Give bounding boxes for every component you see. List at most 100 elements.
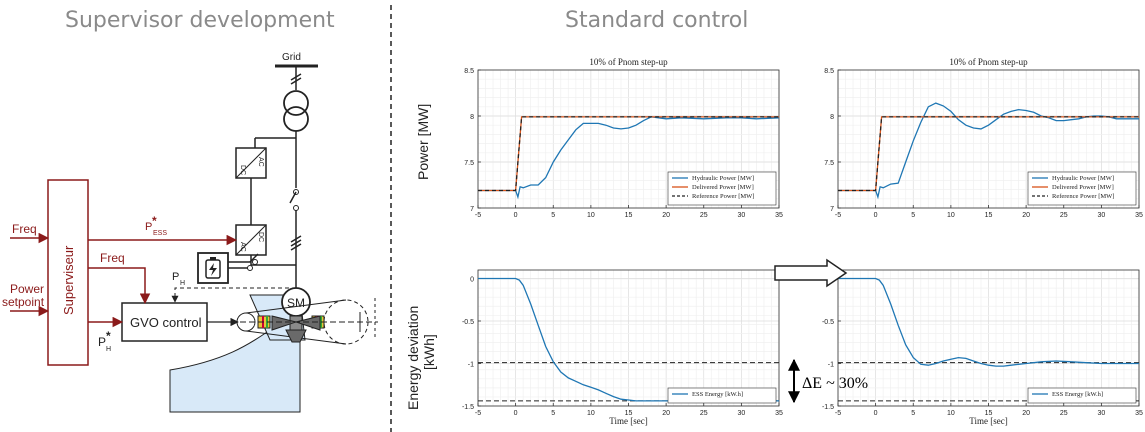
power-setpoint-label-2: setpoint (2, 295, 45, 309)
heading-supervisor-development: Supervisor development (65, 8, 335, 33)
chart-title: 10% of Pnom step-up (949, 57, 1028, 67)
delta-e-annotation: ΔE ~ 30% (788, 358, 868, 404)
ac-dc-converter-1: AC DC (235, 147, 267, 179)
y-tick-label: 7.5 (824, 160, 834, 167)
x-tick-label: 0 (874, 410, 878, 417)
x-tick-label: 0 (874, 212, 878, 219)
x-tick-label: 35 (1135, 410, 1143, 417)
y-tick-label: 7.5 (464, 160, 474, 167)
penstock (169, 329, 301, 413)
y-tick-label: -1 (468, 362, 474, 369)
y-tick-label: -1 (828, 362, 834, 369)
x-tick-label: 15 (625, 410, 633, 417)
legend-label: Delivered Power [MW] (1052, 184, 1114, 191)
ac-dc-converter-2: DC AC (235, 224, 267, 256)
y-label-energy-1: Energy deviation (405, 306, 421, 410)
x-tick-label: 10 (947, 410, 955, 417)
y-tick-label: -1.5 (822, 404, 834, 411)
x-tick-label: -5 (835, 212, 841, 219)
breaker-switch-battery (249, 253, 259, 265)
x-tick-label: 10 (947, 212, 955, 219)
converter-2-dc-label: DC (257, 232, 264, 242)
breaker-switch-main (289, 189, 299, 211)
ph-measurement-line (171, 287, 296, 303)
ph-star-label: P (98, 335, 106, 349)
series-line (838, 116, 1139, 192)
x-tick-label: 5 (551, 410, 555, 417)
x-tick-label: 5 (911, 212, 915, 219)
p-ess-label-star: * (152, 214, 157, 228)
sm-label: SM (287, 296, 305, 310)
energy-chart-supervisor: -5 0 5 10 15 20 25 30 35 -1.5 -1 -0.5 0 Time [sec] ESS… (462, 269, 783, 426)
series-line (838, 102, 1139, 200)
y-tick-label: 8.5 (464, 68, 474, 75)
grid-label: Grid (282, 52, 301, 63)
x-tick-label: 30 (737, 410, 745, 417)
main-line-ticks (290, 235, 302, 251)
y-tick-label: 8 (470, 114, 474, 121)
converter-2-ac-label: AC (239, 242, 246, 252)
p-ess-label: P (145, 221, 152, 233)
battery-icon (197, 252, 229, 284)
y-tick-label: 0 (470, 277, 474, 284)
grid-line (290, 66, 302, 90)
section-divider (390, 5, 392, 432)
gvo-control-label: GVO control (130, 315, 202, 330)
x-tick-label: 30 (1097, 410, 1105, 417)
y-tick-label: 7 (830, 206, 834, 213)
legend-label: Delivered Power [MW] (692, 184, 754, 191)
legend-label: ESS Energy [kW.h] (1052, 391, 1103, 398)
gvo-control-block (121, 302, 208, 342)
y-tick-label: -0.5 (462, 319, 474, 326)
x-tick-label: 0 (514, 410, 518, 417)
y-tick-label: 8.5 (824, 68, 834, 75)
x-tick-label: 15 (985, 410, 993, 417)
x-axis-label: Time [sec] (969, 416, 1007, 426)
ph-star-label-star: * (106, 329, 111, 343)
x-axis-label: Time [sec] (609, 416, 647, 426)
x-tick-label: 30 (1097, 212, 1105, 219)
comparison-arrow-icon (774, 258, 848, 288)
transformer-icon (283, 90, 309, 132)
synchronous-machine-icon: SM (281, 287, 311, 317)
x-tick-label: 15 (985, 212, 993, 219)
x-tick-label: 35 (775, 410, 783, 417)
delta-e-label: ΔE ~ 30% (802, 375, 868, 392)
ph-label: P (172, 271, 179, 283)
ph-label-sub: H (180, 280, 185, 287)
supervisor-schematic: Grid AC DC DC AC (2, 52, 378, 413)
y-tick-label: -1.5 (462, 404, 474, 411)
legend-label: Hydraulic Power [MW] (692, 175, 754, 182)
y-tick-label: 7 (470, 206, 474, 213)
turbine-icon (236, 299, 378, 345)
x-tick-label: 30 (737, 212, 745, 219)
x-tick-label: 0 (514, 212, 518, 219)
y-label-energy-2: [kWh] (421, 334, 437, 370)
power-chart-supervisor: -5 0 5 10 15 20 25 30 35 7 7.5 8 8.5 10% of Pnom step… (464, 57, 783, 219)
x-tick-label: 5 (911, 410, 915, 417)
supervisor-label: Superviseur (61, 245, 76, 315)
x-tick-label: 25 (700, 212, 708, 219)
y-labels: Power [MW] Energy deviation [kWh] (405, 104, 437, 410)
x-tick-label: 15 (625, 212, 633, 219)
legend-box (667, 387, 777, 404)
y-tick-label: 8 (830, 114, 834, 121)
x-tick-label: 20 (662, 212, 670, 219)
x-tick-label: 5 (551, 212, 555, 219)
legend-label: Reference Power [MW] (1052, 193, 1114, 200)
chart-title: 10% of Pnom step-up (589, 57, 668, 67)
ph-star-label-sub: H (106, 346, 111, 353)
x-tick-label: 10 (587, 212, 595, 219)
series-line (478, 116, 779, 192)
converter-1-dc-label: DC (239, 165, 246, 175)
x-tick-label: 35 (1135, 212, 1143, 219)
x-tick-label: 20 (1022, 212, 1030, 219)
freq-signal (88, 267, 151, 305)
supervisor-block (47, 179, 89, 366)
converter-1-ac-label: AC (257, 157, 264, 167)
freq-input-label: Freq (12, 222, 37, 236)
power-setpoint-label-1: Power (10, 282, 44, 296)
y-label-power: Power [MW] (415, 104, 431, 180)
x-tick-label: 25 (1060, 212, 1068, 219)
